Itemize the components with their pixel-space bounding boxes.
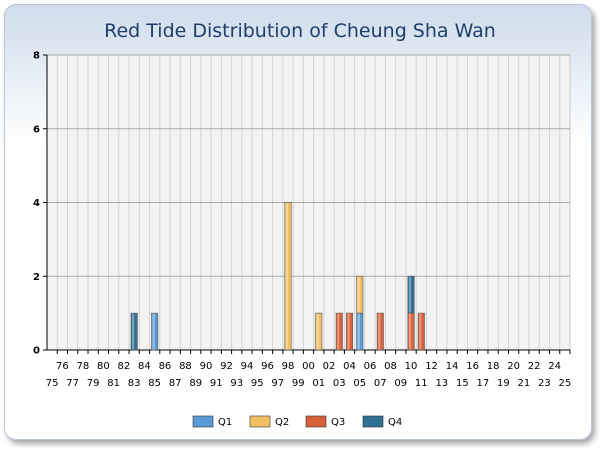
x-tick-label: 88 (179, 361, 192, 372)
bar-highlight (408, 276, 412, 313)
bar-q4 (130, 312, 138, 351)
bar-highlight (131, 313, 135, 350)
bar-highlight (419, 313, 422, 350)
legend-swatch-q3 (305, 415, 327, 428)
x-tick-label: 93 (230, 378, 243, 389)
legend-label-q3: Q3 (331, 417, 345, 428)
bar-q3 (346, 312, 353, 351)
bar-highlight (285, 203, 289, 350)
bar-q2 (356, 275, 364, 314)
x-tick-label: 80 (97, 361, 110, 372)
x-tick-label: 25 (559, 378, 572, 389)
x-tick-label: 03 (333, 378, 346, 389)
x-tick-label: 99 (292, 378, 305, 389)
legend-label-q4: Q4 (388, 417, 402, 428)
x-tick-label: 90 (200, 361, 213, 372)
x-tick-label: 24 (548, 361, 561, 372)
x-tick-label: 04 (343, 361, 356, 372)
x-tick-label: 21 (517, 378, 530, 389)
x-tick-label: 23 (538, 378, 551, 389)
bar-q2 (315, 312, 323, 351)
x-tick-label: 95 (251, 378, 264, 389)
x-tick-label: 87 (169, 378, 182, 389)
x-tick-label: 16 (466, 361, 479, 372)
bar-highlight (152, 313, 155, 350)
bar-q3 (376, 312, 384, 351)
legend-swatch-q2 (249, 415, 271, 428)
x-tick-label: 15 (456, 378, 469, 389)
x-tick-label: 18 (487, 361, 500, 372)
x-tick-label: 83 (128, 378, 141, 389)
y-tick-label: 8 (33, 51, 40, 62)
x-tick-label: 01 (312, 378, 325, 389)
x-tick-label: 22 (528, 361, 541, 372)
legend-label-q1: Q1 (218, 417, 232, 428)
x-tick-label: 94 (241, 361, 254, 372)
x-tick-label: 84 (138, 361, 151, 372)
x-tick-label: 02 (323, 361, 336, 372)
x-tick-label: 92 (220, 361, 233, 372)
x-tick-label: 89 (189, 378, 202, 389)
x-tick-label: 05 (353, 378, 366, 389)
bar-highlight (357, 276, 360, 313)
x-tick-label: 19 (497, 378, 510, 389)
bar-highlight (357, 313, 360, 350)
x-tick-label: 96 (261, 361, 274, 372)
x-tick-label: 06 (364, 361, 377, 372)
legend-swatch-q1 (192, 415, 214, 428)
x-tick-label: 77 (66, 378, 79, 389)
x-tick-label: 09 (394, 378, 407, 389)
x-tick-label: 79 (87, 378, 100, 389)
y-tick-label: 6 (33, 124, 40, 135)
bar-q2 (284, 202, 292, 351)
x-tick-label: 14 (446, 361, 459, 372)
bar-q3 (417, 312, 425, 351)
legend-swatch-q4 (362, 415, 384, 428)
bar-highlight (316, 313, 319, 350)
x-tick-label: 85 (148, 378, 161, 389)
x-tick-label: 97 (271, 378, 284, 389)
y-tick-label: 0 (33, 346, 40, 357)
x-tick-label: 07 (374, 378, 387, 389)
bar-q4 (407, 275, 415, 314)
x-tick-label: 98 (282, 361, 295, 372)
x-tick-label: 11 (415, 378, 428, 389)
bar-highlight (408, 313, 412, 350)
bar-q1 (151, 312, 159, 351)
x-tick-label: 75 (46, 378, 59, 389)
x-tick-label: 17 (476, 378, 489, 389)
x-tick-label: 86 (159, 361, 172, 372)
bar-highlight (347, 313, 350, 350)
y-tick-label: 4 (33, 198, 40, 209)
x-tick-label: 10 (405, 361, 418, 372)
x-tick-label: 12 (425, 361, 438, 372)
y-tick-label: 2 (33, 272, 40, 283)
x-tick-label: 13 (435, 378, 448, 389)
x-tick-label: 76 (56, 361, 69, 372)
x-tick-label: 91 (210, 378, 223, 389)
x-tick-label: 20 (507, 361, 520, 372)
x-tick-label: 00 (302, 361, 315, 372)
x-tick-label: 08 (384, 361, 397, 372)
bar-q3 (335, 312, 343, 351)
bar-highlight (337, 313, 340, 350)
x-tick-label: 82 (118, 361, 131, 372)
x-tick-label: 78 (77, 361, 90, 372)
legend-label-q2: Q2 (275, 417, 289, 428)
chart-title: Red Tide Distribution of Cheung Sha Wan (104, 20, 496, 42)
bar-highlight (378, 313, 381, 350)
x-tick-label: 81 (107, 378, 120, 389)
